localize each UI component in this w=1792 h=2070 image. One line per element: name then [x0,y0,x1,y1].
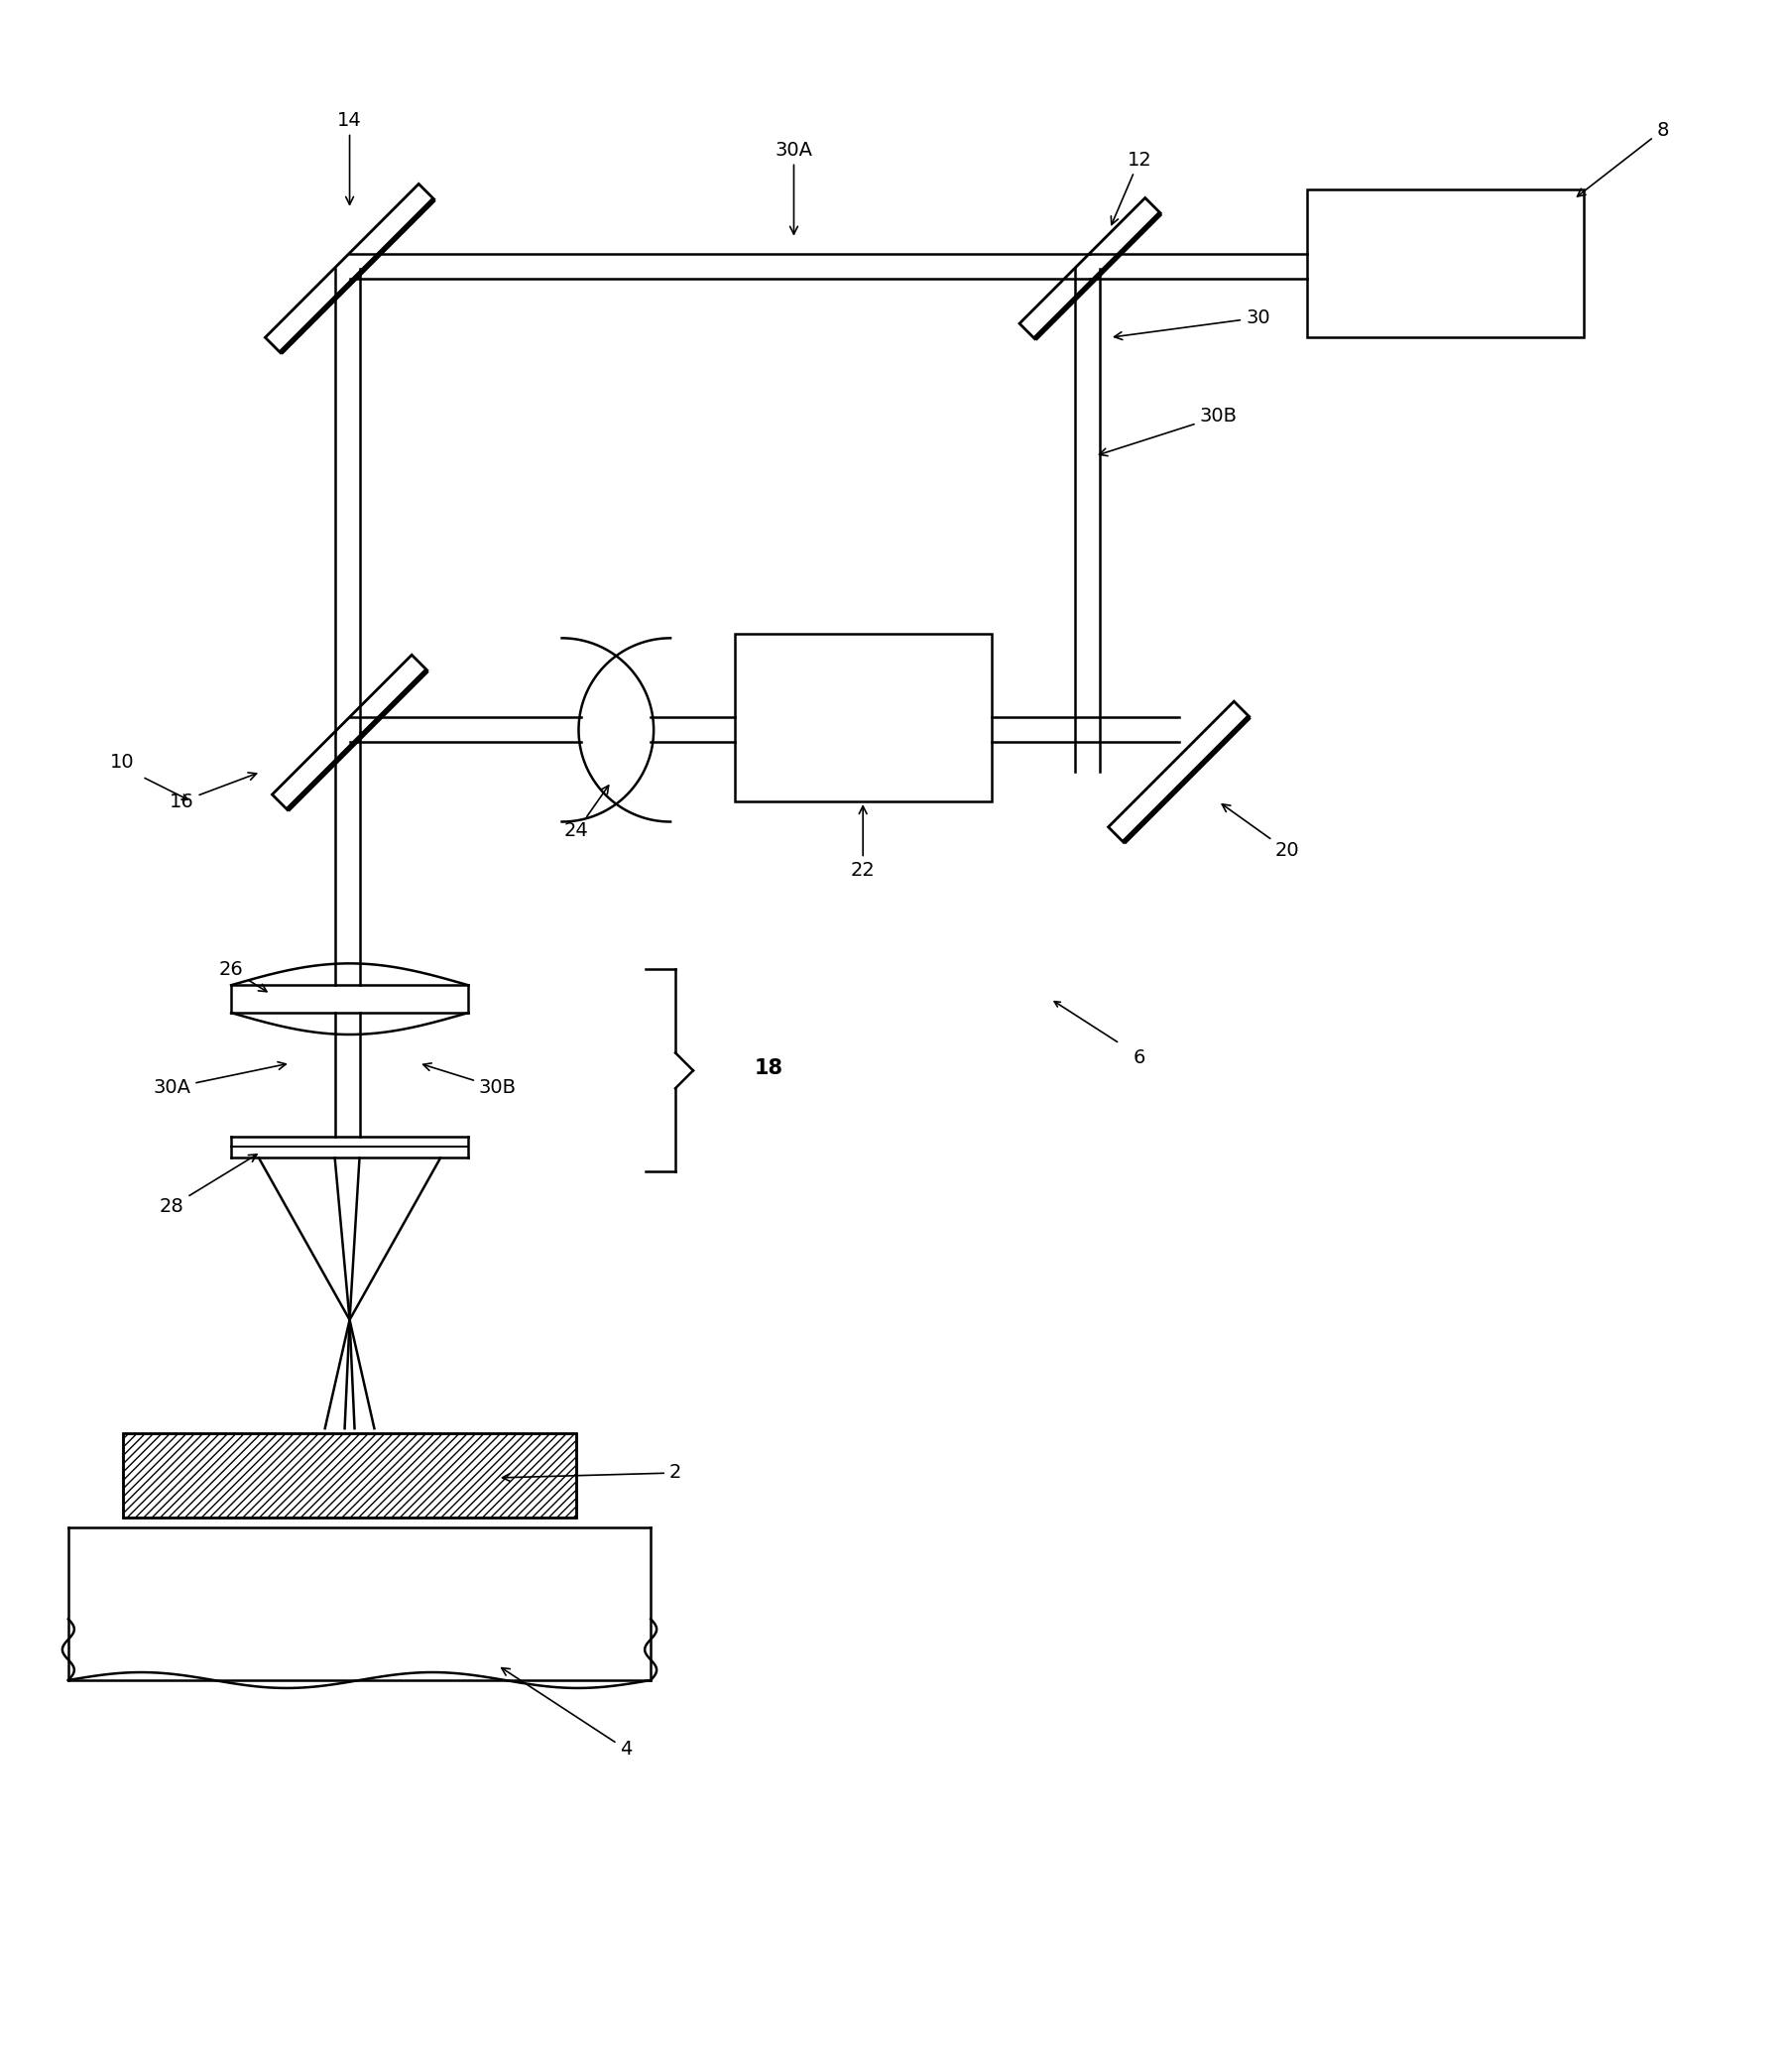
Text: 22: 22 [849,805,874,880]
Text: 24: 24 [564,785,607,840]
Text: 16: 16 [170,772,256,811]
Bar [122,1432,577,1517]
Polygon shape [1107,702,1249,842]
Text: 12: 12 [1111,151,1150,226]
Bar [1306,188,1582,337]
Text: 30A: 30A [774,141,812,234]
Text: 30A: 30A [152,1062,285,1097]
Text: 18: 18 [754,1058,783,1078]
Text: 6: 6 [1133,1049,1145,1068]
Text: 2: 2 [502,1463,681,1482]
Text: 10: 10 [111,753,134,772]
Text: 28: 28 [159,1155,256,1215]
Text: 30B: 30B [1098,408,1236,455]
Text: 26: 26 [219,960,267,992]
Polygon shape [265,184,434,352]
Bar [735,633,991,801]
Text: 20: 20 [1222,803,1299,861]
Text: 14: 14 [337,112,362,205]
Text: 30B: 30B [423,1064,516,1097]
Text: 30: 30 [1113,308,1269,339]
Polygon shape [272,654,426,809]
Bar [122,1432,577,1517]
Polygon shape [1020,199,1159,339]
Text: 4: 4 [502,1668,633,1759]
Text: 8: 8 [1577,120,1668,197]
